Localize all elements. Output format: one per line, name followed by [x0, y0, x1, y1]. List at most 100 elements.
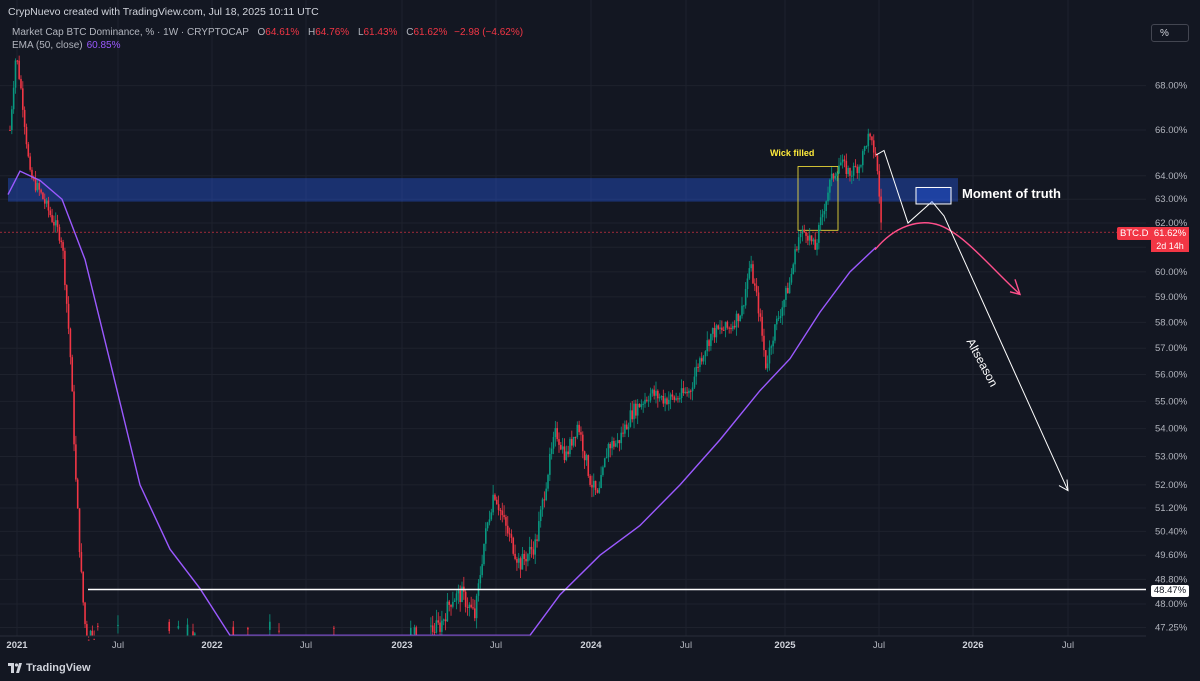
candle-body [754, 283, 756, 286]
candle-body [838, 165, 840, 174]
candle-body [495, 499, 498, 505]
candle-body [607, 443, 610, 458]
candle-body [53, 221, 55, 226]
percent-scale-button[interactable]: % [1151, 24, 1189, 42]
candle-body [764, 350, 767, 369]
tradingview-logo[interactable]: TradingView [8, 662, 91, 674]
candle-body [9, 130, 11, 131]
candle-body [87, 639, 90, 641]
candle-body [657, 390, 659, 399]
symbol-legend[interactable]: Market Cap BTC Dominance, % · 1W · CRYPT… [12, 27, 523, 38]
candle-body [483, 543, 485, 565]
candle-body [503, 515, 505, 518]
price-tick-label: 57.00% [1155, 343, 1188, 354]
candle-body [818, 225, 820, 243]
price-tick-label: 59.00% [1155, 292, 1188, 303]
candle-body [689, 390, 692, 392]
candle-body [792, 264, 795, 274]
candle-body [730, 327, 732, 330]
price-tick-label: 62.00% [1155, 218, 1188, 229]
high-value: 64.76% [315, 27, 350, 38]
candle-body [578, 424, 580, 433]
candle-body [587, 455, 590, 476]
candle-body [97, 625, 99, 627]
candle-body [856, 166, 859, 174]
candle-body [16, 60, 19, 62]
price-tick-label: 53.00% [1155, 452, 1188, 463]
candle-body [620, 432, 623, 444]
candle-body [629, 410, 632, 427]
candle-body [722, 329, 725, 331]
candle-body [836, 173, 838, 176]
candle-body [91, 630, 94, 636]
candle-body [47, 200, 50, 211]
candle-body [697, 366, 699, 368]
candle-body [89, 630, 92, 636]
candle-body [618, 440, 621, 444]
candle-body [333, 627, 335, 629]
price-tick-label: 60.00% [1155, 267, 1188, 278]
candle-body [499, 510, 502, 512]
price-tick-label: 55.00% [1155, 396, 1188, 407]
time-tick-label: 2026 [962, 640, 983, 651]
candle-body [93, 638, 95, 640]
candle-body [431, 625, 434, 632]
candle-body [455, 593, 458, 601]
candle-body [461, 586, 463, 603]
candle-body [444, 619, 447, 622]
candle-body [858, 166, 860, 174]
candle-body [86, 624, 88, 636]
candle-body [27, 144, 30, 157]
candle-body [775, 318, 778, 325]
candle-body [874, 152, 877, 156]
candle-body [821, 214, 824, 218]
candle-body [825, 201, 827, 211]
candle-body [678, 398, 681, 400]
candle-body [695, 366, 698, 377]
candle-body [666, 398, 668, 405]
candle-body [849, 167, 851, 176]
candle-body [708, 340, 710, 346]
candle-body [755, 285, 758, 293]
high-label: H [308, 27, 316, 38]
candle-body [56, 220, 59, 228]
candle-body [435, 620, 438, 633]
candle-body [69, 328, 72, 358]
candle-body [594, 480, 597, 491]
candle-body [819, 217, 822, 226]
candle-body [744, 289, 747, 306]
candle-body [684, 391, 687, 394]
candle-body [796, 249, 798, 251]
candle-body [565, 451, 568, 461]
candle-body [278, 630, 280, 632]
candle-body [32, 178, 35, 180]
candle-body [691, 387, 694, 392]
author-line: CrypNuevo created with TradingView.com, … [8, 6, 319, 18]
candles [9, 55, 882, 641]
low-label: L [357, 27, 364, 38]
candle-body [616, 440, 619, 444]
candle-body [543, 499, 546, 501]
altseason-arrow-head [1058, 479, 1069, 492]
wick-filled-label: Wick filled [770, 148, 815, 158]
candle-body [772, 340, 774, 347]
candle-body [781, 307, 784, 317]
price-tick-label: 56.00% [1155, 370, 1188, 381]
candle-body [808, 235, 811, 241]
candle-body [636, 403, 639, 416]
candle-body [805, 232, 807, 236]
candle-body [646, 399, 648, 401]
candle-body [492, 494, 494, 513]
candle-body [51, 215, 53, 222]
ema-legend[interactable]: EMA (50, close) 60.85% [12, 40, 121, 51]
candle-body [801, 229, 804, 234]
candle-body [770, 346, 773, 348]
candle-body [699, 358, 701, 368]
candle-body [766, 363, 769, 369]
candle-body [638, 403, 641, 408]
candle-body [549, 453, 551, 475]
candle-body [446, 601, 449, 622]
candle-body [576, 424, 579, 438]
candle-body [860, 165, 862, 167]
